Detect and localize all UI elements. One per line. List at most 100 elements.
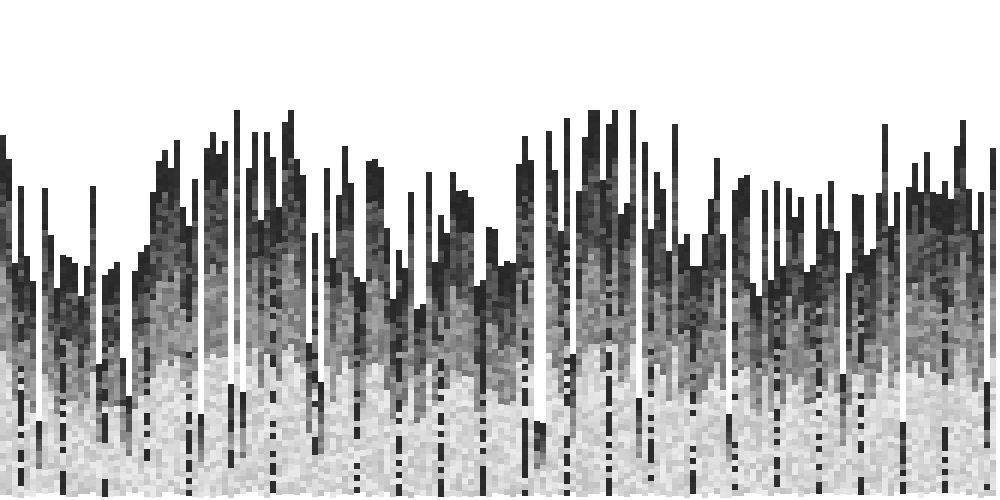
pixel-column [102, 275, 108, 497]
pixel-column [342, 146, 348, 494]
pixel-column [930, 192, 936, 492]
pixel-column [558, 231, 564, 495]
pixel-column [792, 217, 798, 493]
pixel-column [72, 263, 78, 497]
pixel-column [312, 233, 318, 497]
pixel-column [810, 265, 816, 493]
pixel-column [936, 194, 942, 494]
pixel-column [6, 159, 12, 495]
pixel-column [60, 255, 66, 495]
pixel-column [132, 271, 138, 493]
pixel-column [408, 192, 414, 498]
pixel-column [954, 146, 960, 494]
pixel-column [360, 282, 366, 492]
pixel-column [642, 142, 648, 496]
pixel-column [144, 245, 150, 497]
pixel-column [870, 249, 876, 495]
pixel-column [582, 137, 588, 497]
pixel-column [66, 257, 72, 497]
pixel-column [522, 136, 528, 496]
pixel-column [222, 141, 228, 495]
pixel-column [720, 234, 726, 498]
pixel-column [750, 283, 756, 493]
pixel-column [456, 191, 462, 497]
pixel-column [576, 191, 582, 497]
pixel-column [12, 263, 18, 497]
pixel-column [828, 181, 834, 493]
pixel-column [18, 186, 24, 498]
pixel-column [372, 159, 378, 495]
pixel-column [150, 192, 156, 498]
pixel-column [660, 189, 666, 495]
pixel-column [948, 199, 954, 493]
pixel-column [246, 168, 252, 492]
pixel-column [462, 190, 468, 496]
pixel-column [678, 244, 684, 496]
pixel-column [636, 398, 642, 494]
pixel-column [336, 195, 342, 495]
pixel-column [594, 110, 600, 494]
pixel-column [354, 277, 360, 493]
pixel-column [192, 179, 198, 497]
pixel-column [858, 195, 864, 495]
pixel-column [156, 161, 162, 497]
pixel-column [486, 227, 492, 497]
pixel-column [282, 122, 288, 494]
pixel-column [198, 414, 204, 498]
pixel-column [570, 354, 576, 492]
pixel-column [876, 193, 882, 493]
pixel-column [630, 110, 636, 494]
pixel-column [960, 120, 966, 492]
pixel-column [180, 207, 186, 495]
pixel-column [864, 255, 870, 495]
pixel-column [288, 110, 294, 494]
pixel-column [480, 280, 486, 496]
pixel-column [240, 392, 246, 494]
pixel-column [48, 235, 54, 493]
pixel-column [894, 192, 900, 492]
pixel-column [396, 250, 402, 496]
pixel-column [162, 150, 168, 492]
pixel-column [900, 422, 906, 494]
pixel-column [672, 124, 678, 496]
pixel-column [702, 234, 708, 498]
pixel-column [36, 421, 42, 493]
pixel-column [564, 118, 570, 496]
pixel-column [384, 228, 390, 492]
pixel-column [534, 421, 540, 493]
pixel-column [744, 175, 750, 493]
pixel-column [714, 158, 720, 494]
pixel-column [912, 163, 918, 493]
pixel-column [306, 343, 312, 493]
pixel-column [30, 281, 36, 497]
pixel-column [426, 172, 432, 496]
pixel-column [978, 192, 984, 498]
pixel-column [204, 148, 210, 496]
pixel-column [258, 220, 264, 496]
pixel-column [798, 197, 804, 497]
pixel-column [816, 194, 822, 494]
pixel-column [786, 188, 792, 494]
pixel-column [918, 192, 924, 498]
pixel-column [432, 262, 438, 496]
pixel-column [846, 273, 852, 495]
pixel-column [666, 251, 672, 497]
pixel-column [834, 231, 840, 495]
pixel-column [438, 215, 444, 497]
pixel-column [726, 414, 732, 498]
pixel-column [390, 299, 396, 497]
pixel-column [822, 229, 828, 493]
pixel-column [276, 207, 282, 495]
pixel-column [708, 199, 714, 493]
pixel-column [762, 190, 768, 496]
pixel-column [348, 183, 354, 495]
pixel-column [168, 168, 174, 492]
pixel-column [468, 197, 474, 497]
pixel-column [942, 181, 948, 493]
pixel-column [768, 280, 774, 496]
pixel-column [696, 266, 702, 494]
pixel-column [852, 194, 858, 494]
pixel-column [684, 234, 690, 498]
pixel-column [300, 175, 306, 493]
